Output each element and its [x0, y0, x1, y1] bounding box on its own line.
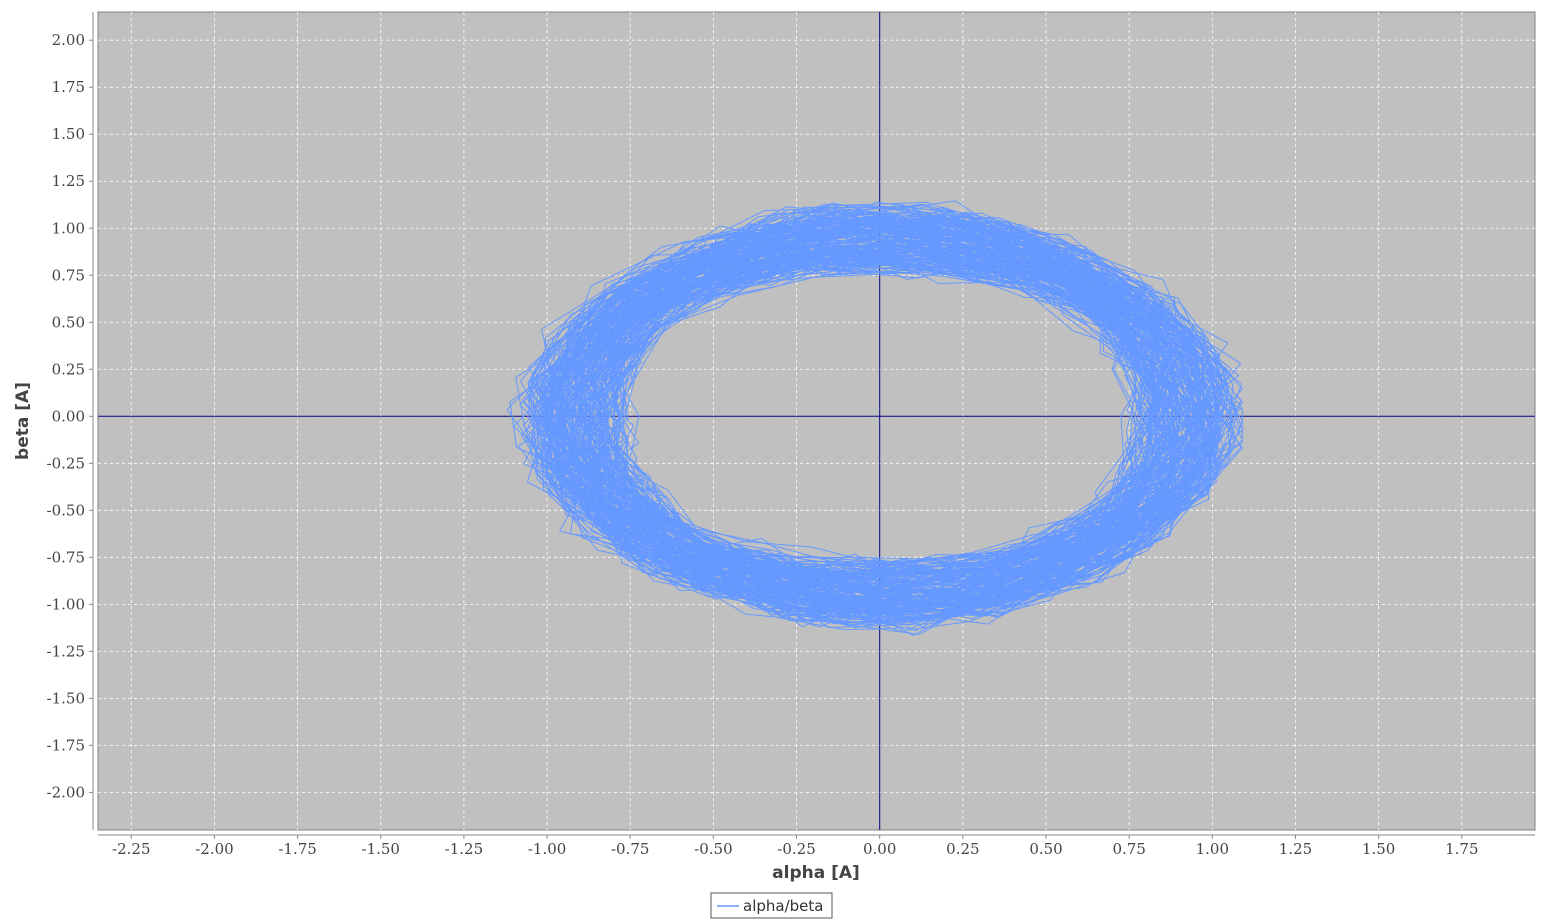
x-tick-label: 0.50 [1029, 840, 1062, 858]
x-tick-label: -1.25 [445, 840, 483, 858]
y-tick-label: -0.75 [47, 548, 85, 566]
y-tick-label: -1.75 [47, 736, 85, 754]
y-tick-label: 0.00 [52, 407, 85, 425]
y-tick-label: -1.25 [47, 642, 85, 660]
y-tick-label: 0.50 [52, 313, 85, 331]
y-tick-label: 1.50 [52, 125, 85, 143]
series-line-alpha-beta [506, 200, 1243, 636]
y-tick-label: 1.25 [52, 172, 85, 190]
y-tick-label: 1.75 [52, 78, 85, 96]
y-tick-label: 1.00 [52, 219, 85, 237]
x-tick-label: 0.25 [946, 840, 979, 858]
zero-lines [98, 12, 1535, 830]
series-layer [506, 200, 1243, 636]
y-tick-label: 0.75 [52, 266, 85, 284]
x-tick-label: 1.50 [1362, 840, 1395, 858]
x-tick-label: -0.50 [694, 840, 732, 858]
x-tick-label: 0.00 [863, 840, 896, 858]
x-tick-label: -2.00 [195, 840, 233, 858]
y-axis-title: beta [A] [13, 382, 33, 460]
y-tick-label: 2.00 [52, 31, 85, 49]
x-tick-label: -2.25 [112, 840, 150, 858]
y-tick-label: 0.25 [52, 360, 85, 378]
plot-area [97, 11, 1536, 831]
x-tick-label: 1.75 [1445, 840, 1478, 858]
y-ticks: 2.00 1.75 1.50 1.25 1.00 0.75 0.50 0.25 0.00 -0.2… [47, 31, 93, 801]
x-ticks: -2.25 -2.00 -1.75 -1.50 -1.25 -1.00 -0.75 -0.50… [112, 835, 1479, 858]
x-tick-label: -0.25 [777, 840, 815, 858]
y-tick-label: -0.25 [47, 454, 85, 472]
x-tick-label: 1.25 [1279, 840, 1312, 858]
x-tick-label: 0.75 [1112, 840, 1145, 858]
legend-label-alpha-beta: alpha/beta [743, 897, 823, 915]
x-tick-label: -1.50 [362, 840, 400, 858]
y-tick-label: -2.00 [47, 783, 85, 801]
y-tick-label: -1.50 [47, 689, 85, 707]
x-tick-label: -1.00 [528, 840, 566, 858]
x-tick-label: 1.00 [1196, 840, 1229, 858]
x-tick-label: -1.75 [278, 840, 316, 858]
legend: alpha/beta [710, 892, 833, 919]
y-tick-label: -1.00 [47, 595, 85, 613]
x-tick-label: -0.75 [611, 840, 649, 858]
y-tick-label: -0.50 [47, 501, 85, 519]
x-axis-title: alpha [A] [772, 863, 860, 883]
